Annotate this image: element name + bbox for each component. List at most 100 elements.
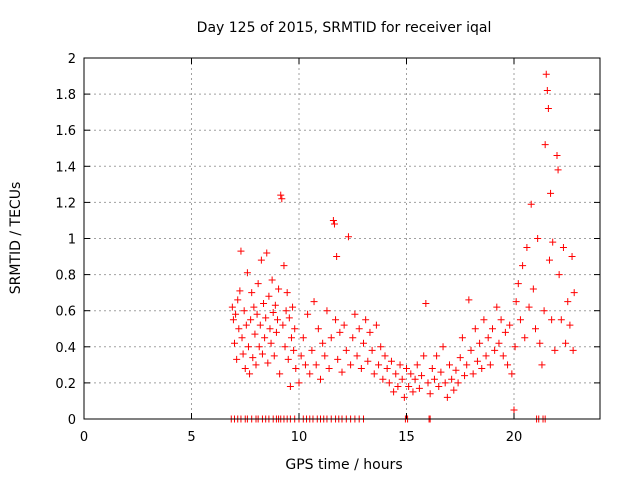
data-point xyxy=(349,334,357,342)
data-point xyxy=(301,361,309,369)
grid-lines xyxy=(84,58,600,419)
data-point xyxy=(240,307,248,315)
data-point xyxy=(437,368,445,376)
data-point xyxy=(252,361,260,369)
data-point xyxy=(510,406,518,414)
y-tick-label: 1.4 xyxy=(55,160,76,175)
data-point xyxy=(418,372,426,380)
data-point xyxy=(274,316,281,324)
data-point xyxy=(521,334,529,342)
data-point xyxy=(413,361,421,369)
data-point xyxy=(366,328,374,336)
data-point xyxy=(299,334,307,342)
data-point xyxy=(461,372,469,380)
x-tick-label: 0 xyxy=(80,430,88,445)
data-point xyxy=(534,235,542,242)
data-point xyxy=(370,370,378,378)
data-point xyxy=(422,299,430,307)
data-point xyxy=(265,292,273,300)
data-point xyxy=(486,361,494,369)
data-point xyxy=(441,379,449,387)
data-point xyxy=(504,361,512,369)
data-point xyxy=(292,364,300,372)
data-point xyxy=(306,370,314,378)
data-point xyxy=(415,384,423,392)
data-point xyxy=(403,364,410,372)
y-tick-label: 1.6 xyxy=(55,124,76,139)
y-tick-label: 2 xyxy=(68,52,76,67)
data-point xyxy=(491,346,499,354)
data-point xyxy=(344,233,352,241)
data-point xyxy=(340,321,348,329)
data-point xyxy=(258,350,266,358)
data-point xyxy=(319,339,327,347)
data-point xyxy=(232,310,240,318)
data-point xyxy=(484,334,492,342)
data-point xyxy=(523,244,531,252)
data-point xyxy=(482,352,490,360)
data-point xyxy=(284,355,292,363)
data-point xyxy=(511,343,519,351)
data-point xyxy=(317,375,324,383)
data-point xyxy=(529,285,537,293)
data-point xyxy=(551,346,559,354)
data-point xyxy=(467,346,475,354)
data-point xyxy=(285,314,293,322)
data-point xyxy=(263,249,271,257)
data-point xyxy=(279,321,287,329)
data-point xyxy=(525,303,533,311)
data-point xyxy=(400,393,408,401)
data-point xyxy=(333,253,341,261)
data-point xyxy=(542,70,550,78)
data-point xyxy=(454,379,462,387)
data-point xyxy=(446,361,453,369)
data-point xyxy=(338,368,346,376)
x-tick-label: 20 xyxy=(506,430,523,445)
data-point xyxy=(355,325,363,333)
data-point xyxy=(233,355,241,363)
data-point xyxy=(249,354,257,362)
x-tick-label: 5 xyxy=(187,430,195,445)
data-point xyxy=(310,298,318,306)
x-tick-label: 10 xyxy=(291,430,308,445)
chart-title: Day 125 of 2015, SRMTID for receiver iqa… xyxy=(197,20,492,36)
data-point xyxy=(368,346,376,354)
data-point xyxy=(497,316,505,324)
data-point xyxy=(228,303,236,311)
data-point xyxy=(465,296,473,304)
data-point xyxy=(519,262,527,270)
data-point xyxy=(372,321,380,329)
data-point xyxy=(540,307,548,315)
data-point xyxy=(242,321,250,329)
data-point xyxy=(231,339,238,347)
data-point xyxy=(336,328,344,336)
data-point xyxy=(236,287,244,295)
data-point xyxy=(278,195,286,203)
data-point xyxy=(229,316,237,324)
data-point xyxy=(256,321,264,329)
data-point xyxy=(501,328,509,336)
data-point xyxy=(281,343,289,351)
data-point xyxy=(508,370,516,378)
data-point xyxy=(314,325,322,333)
data-point xyxy=(290,346,298,354)
data-point xyxy=(536,339,544,347)
data-point xyxy=(286,383,294,391)
plot-frame xyxy=(83,57,601,420)
data-point xyxy=(452,366,460,374)
data-point xyxy=(555,271,563,279)
data-point xyxy=(238,334,246,342)
data-point xyxy=(268,276,276,284)
data-point xyxy=(283,289,291,297)
data-point xyxy=(390,388,398,396)
data-point xyxy=(272,328,280,336)
data-point xyxy=(424,379,432,387)
data-point xyxy=(234,296,242,304)
data-point xyxy=(450,386,458,394)
y-tick-label: 0.4 xyxy=(55,341,76,356)
data-point xyxy=(250,303,258,311)
data-point xyxy=(405,383,413,391)
data-points xyxy=(227,70,578,423)
data-point xyxy=(264,359,272,367)
